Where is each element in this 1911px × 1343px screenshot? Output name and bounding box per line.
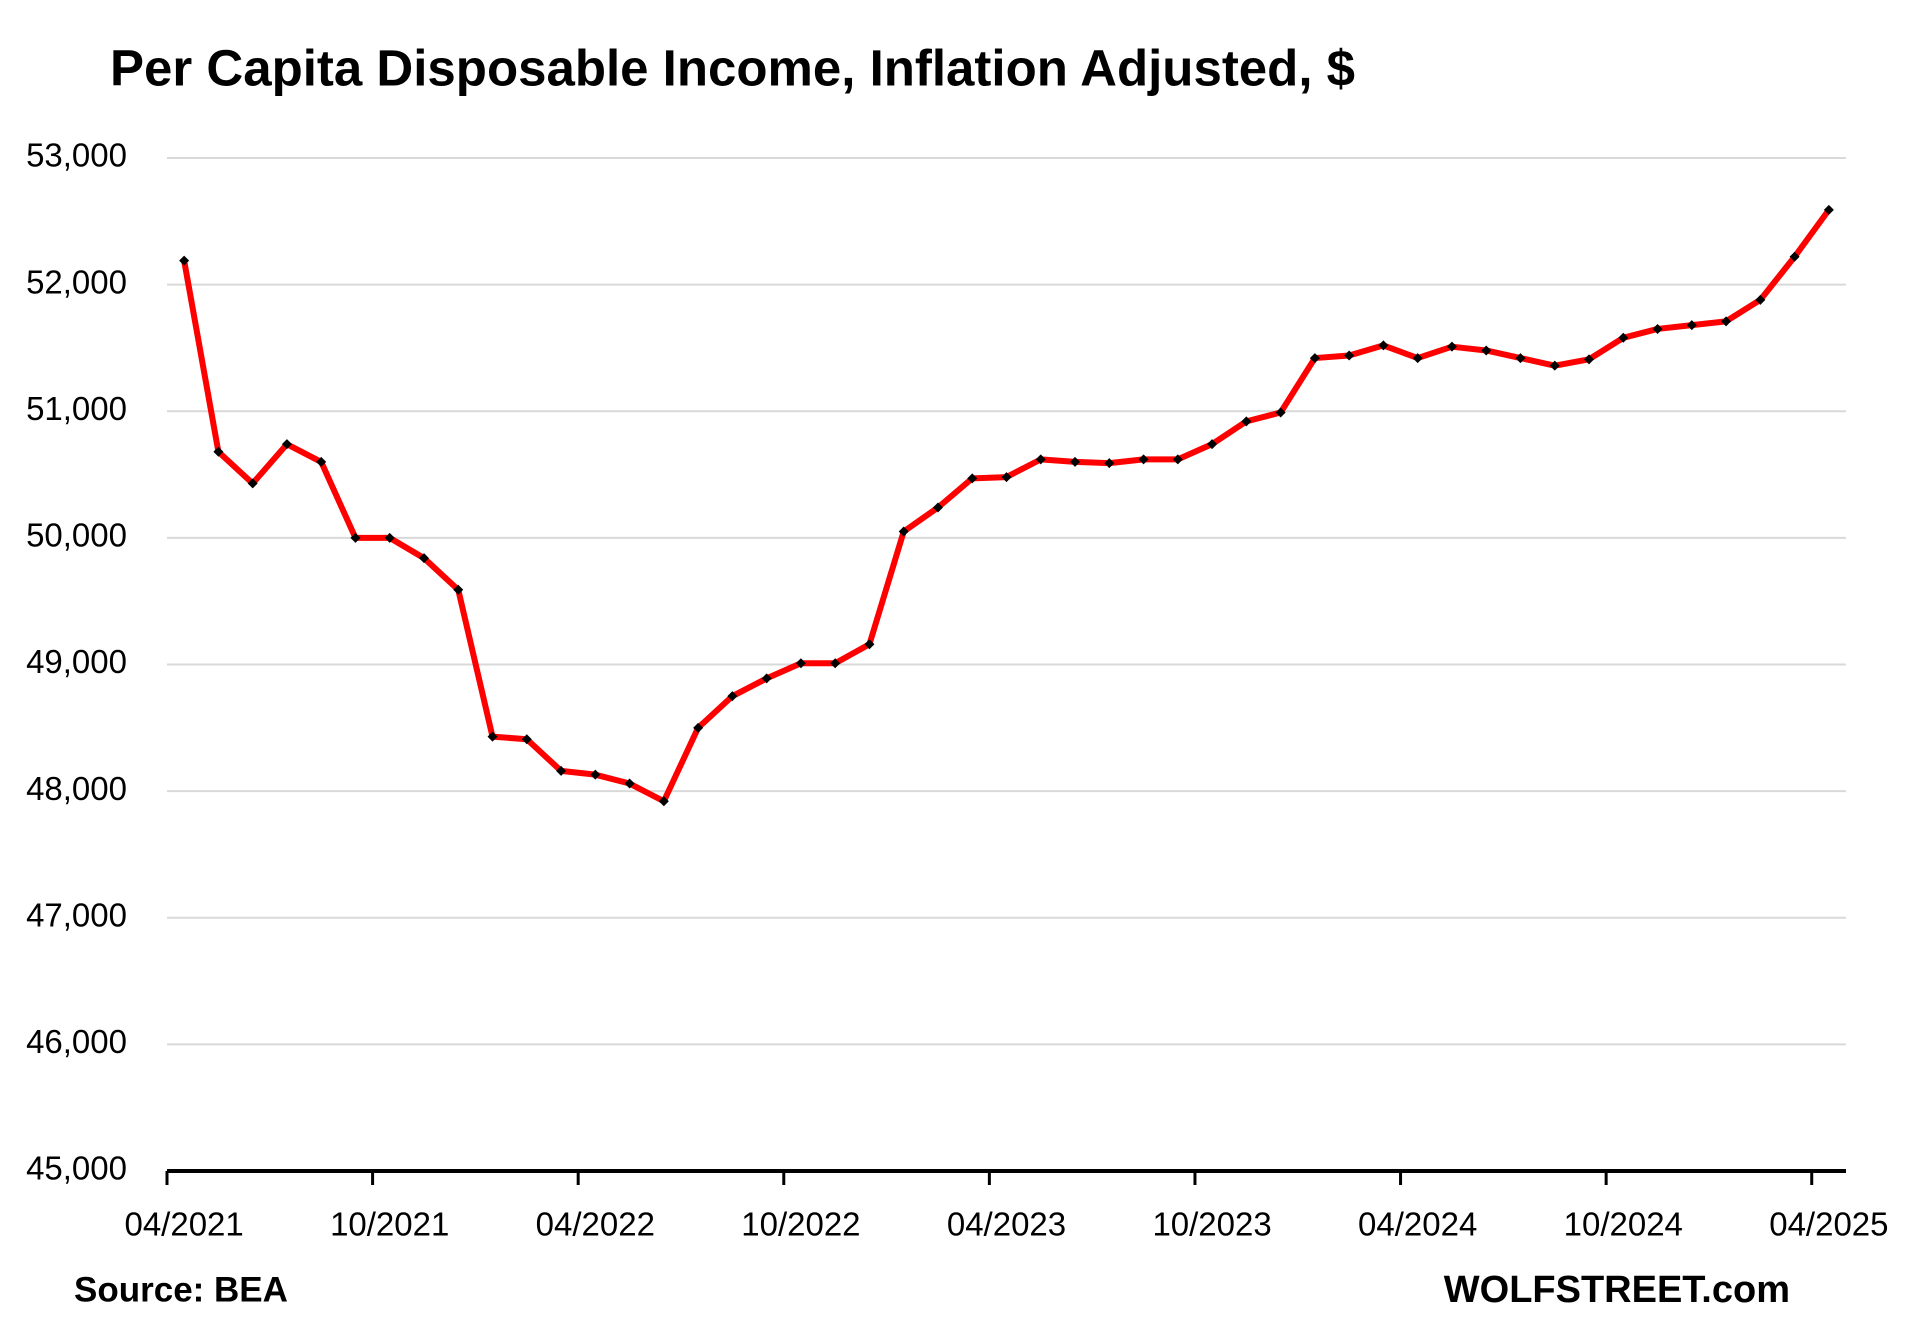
marker [556, 765, 567, 776]
marker [453, 584, 464, 595]
marker [1001, 472, 1012, 483]
y-tick-label: 48,000 [26, 770, 127, 807]
marker [932, 502, 943, 513]
x-tick-label: 04/2024 [1358, 1206, 1477, 1243]
marker [1618, 332, 1629, 343]
marker [316, 456, 327, 467]
marker [1721, 316, 1732, 327]
marker [590, 769, 601, 780]
marker [1584, 354, 1595, 365]
marker [281, 439, 292, 450]
source: Source: BEA [74, 1270, 288, 1309]
marker [1652, 323, 1663, 334]
marker [213, 446, 224, 457]
marker [727, 691, 738, 702]
marker [864, 639, 875, 650]
x-tick-label: 10/2024 [1564, 1206, 1683, 1243]
y-tick-label: 51,000 [26, 390, 127, 427]
marker [521, 734, 532, 745]
marker [658, 796, 669, 807]
marker [1309, 353, 1320, 364]
marker [1241, 416, 1252, 427]
marker [1789, 251, 1800, 262]
series-line [181, 208, 1832, 805]
marker [1035, 454, 1046, 465]
marker [1138, 454, 1149, 465]
marker [1755, 294, 1766, 305]
marker [624, 778, 635, 789]
marker [693, 722, 704, 733]
marker [1515, 353, 1526, 364]
credit: WOLFSTREET.com [1444, 1269, 1790, 1311]
marker [1412, 353, 1423, 364]
y-tick-label: 45,000 [26, 1150, 127, 1187]
marker [1104, 458, 1115, 469]
marker [1823, 204, 1834, 215]
marker [1481, 345, 1492, 356]
marker [1070, 456, 1081, 467]
x-tick-label: 04/2022 [536, 1206, 655, 1243]
marker [487, 731, 498, 742]
chart-title: Per Capita Disposable Income, Inflation … [110, 39, 1355, 96]
x-tick-label: 04/2023 [947, 1206, 1066, 1243]
x-tick-label: 10/2023 [1152, 1206, 1271, 1243]
marker [1686, 320, 1697, 331]
marker [967, 473, 978, 484]
marker [1207, 439, 1218, 450]
y-tick-label: 53,000 [26, 137, 127, 174]
marker [1378, 340, 1389, 351]
x-tick-label: 10/2021 [330, 1206, 449, 1243]
x-tick-label: 10/2022 [741, 1206, 860, 1243]
marker [418, 553, 429, 564]
marker [1446, 341, 1457, 352]
y-tick-label: 52,000 [26, 263, 127, 300]
marker [795, 658, 806, 669]
marker [1549, 360, 1560, 371]
y-tick-label: 46,000 [26, 1023, 127, 1060]
marker [830, 658, 841, 669]
x-tick-label: 04/2021 [124, 1206, 243, 1243]
marker [1275, 407, 1286, 418]
marker [247, 478, 258, 489]
marker [1344, 350, 1355, 361]
marker [1172, 454, 1183, 465]
marker [898, 526, 909, 537]
marker [384, 532, 395, 543]
y-tick-label: 47,000 [26, 896, 127, 933]
x-tick-label: 04/2025 [1769, 1206, 1888, 1243]
marker [350, 532, 361, 543]
marker [761, 673, 772, 684]
y-tick-label: 50,000 [26, 517, 127, 554]
marker [179, 255, 190, 266]
y-tick-label: 49,000 [26, 643, 127, 680]
